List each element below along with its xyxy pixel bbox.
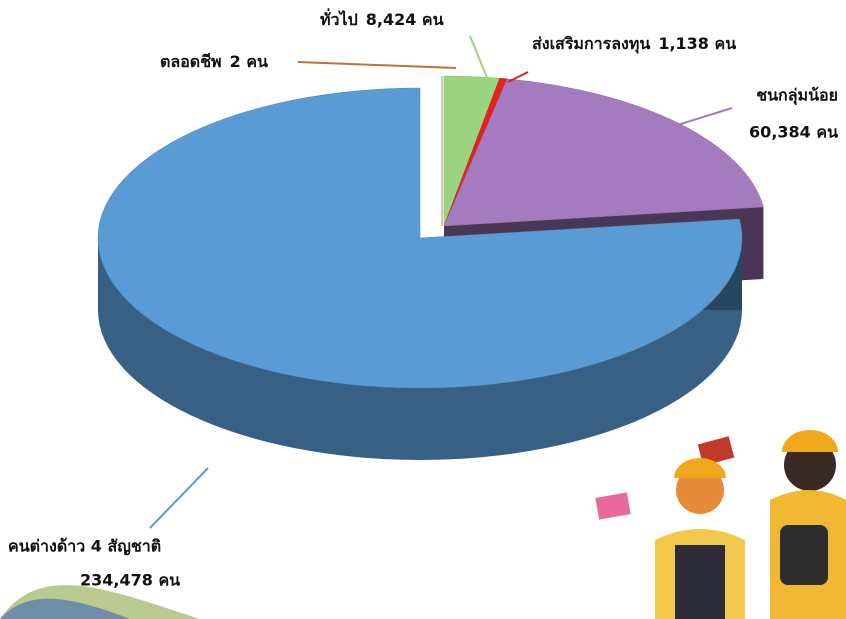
leader-line — [507, 71, 529, 83]
category-label: คนต่างด้าว 4 สัญชาติ — [8, 537, 161, 557]
slice-label: ส่งเสริมการลงทุน 1,138 คน — [532, 34, 736, 54]
value-label: 2 คน — [230, 52, 268, 71]
illustration — [595, 430, 846, 619]
value-label: 8,424 คน — [366, 10, 444, 29]
decoration — [0, 598, 130, 619]
value-label: 60,384 คน — [749, 123, 838, 142]
leader-line — [149, 467, 209, 529]
leader-line — [297, 61, 457, 69]
value-label: 1,138 คน — [658, 34, 736, 53]
slice-label: ตลอดชีพ 2 คน — [160, 52, 268, 71]
slice-side — [98, 238, 742, 460]
slice-tops — [97, 75, 764, 389]
leader-line — [667, 107, 733, 129]
leader-line — [469, 35, 489, 81]
category-label: ส่งเสริมการลงทุน — [532, 34, 650, 54]
slice — [97, 87, 743, 389]
category-label: ทั่วไป — [320, 8, 358, 29]
category-label: ชนกลุ่มน้อย — [756, 86, 838, 106]
category-label: ตลอดชีพ — [160, 52, 222, 71]
slice-label: ทั่วไป 8,424 คน — [320, 8, 444, 29]
value-label: 234,478 คน — [80, 571, 180, 590]
